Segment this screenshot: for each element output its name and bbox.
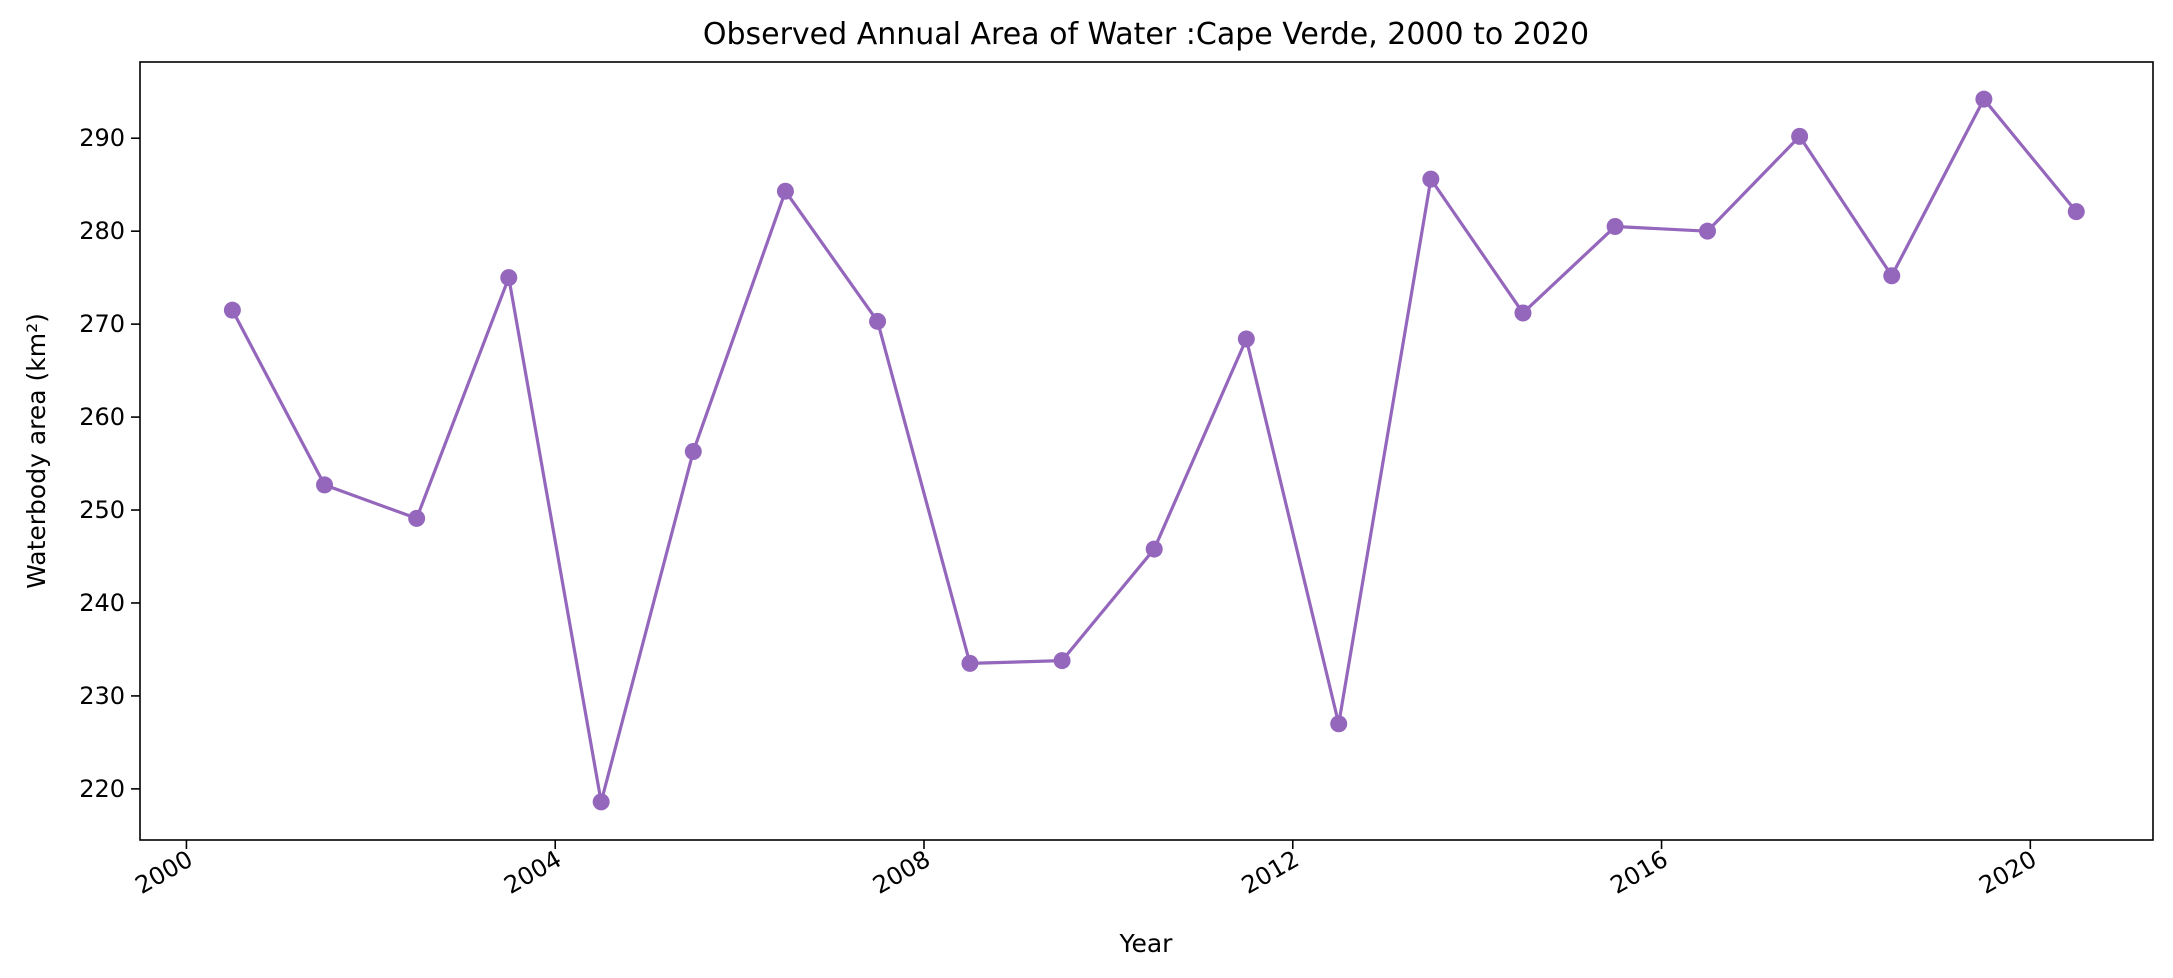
data-point — [1330, 715, 1348, 733]
data-point — [408, 509, 426, 527]
x-tick-label: 2020 — [1974, 845, 2041, 900]
data-point — [1237, 330, 1255, 348]
data-point — [1053, 652, 1071, 670]
data-point — [1883, 267, 1901, 285]
y-tick-label: 270 — [79, 310, 125, 338]
data-point — [1422, 170, 1440, 188]
y-axis: 220 230 240 250 260 270 280 290 — [79, 124, 140, 803]
data-point — [316, 476, 334, 494]
y-tick-label: 260 — [79, 403, 125, 431]
data-point — [684, 442, 702, 460]
data-point — [961, 654, 979, 672]
x-tick-label: 2016 — [1606, 845, 1673, 900]
y-tick-label: 230 — [79, 682, 125, 710]
series-line — [230, 97, 2078, 804]
y-tick-label: 220 — [79, 775, 125, 803]
y-tick-label: 280 — [79, 217, 125, 245]
data-point — [1606, 218, 1624, 236]
x-axis: 2000 2004 2008 2012 2016 2020 — [131, 840, 2041, 900]
data-point — [869, 312, 887, 330]
y-tick-label: 250 — [79, 496, 125, 524]
x-tick-label: 2000 — [131, 845, 198, 900]
y-axis-label: Waterbody area (km²) — [22, 313, 51, 589]
x-tick-label: 2008 — [868, 845, 935, 900]
x-tick-label: 2012 — [1237, 845, 1304, 900]
chart-title: Observed Annual Area of Water :Cape Verd… — [703, 17, 1589, 52]
data-point — [1514, 304, 1532, 322]
data-point — [223, 301, 241, 319]
data-point — [1145, 540, 1163, 558]
data-point — [1975, 90, 1993, 108]
data-point — [1791, 127, 1809, 145]
data-point — [776, 182, 794, 200]
x-tick-label: 2004 — [499, 845, 566, 900]
y-tick-label: 240 — [79, 589, 125, 617]
y-tick-label: 290 — [79, 124, 125, 152]
data-point — [500, 269, 518, 287]
series-markers — [223, 90, 2085, 811]
plot-area-frame — [139, 61, 2154, 841]
data-point — [2067, 203, 2085, 221]
data-point — [1698, 222, 1716, 240]
data-point — [592, 793, 610, 811]
x-axis-label: Year — [1119, 929, 1174, 958]
